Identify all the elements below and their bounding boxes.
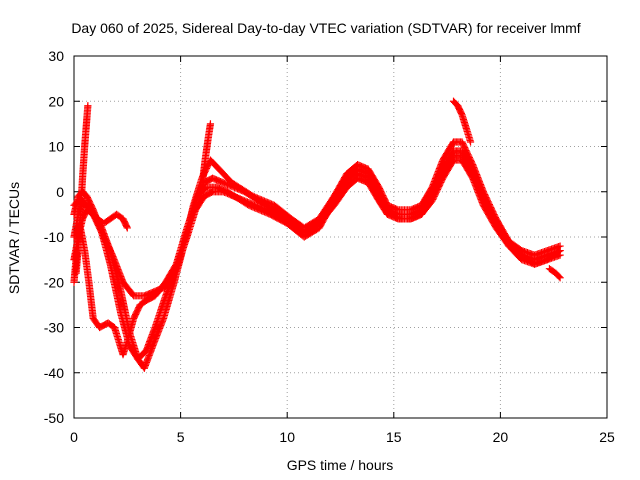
y-tick-label: 30 [48,48,64,64]
data-point [275,215,283,223]
data-point [556,274,564,282]
data-point [555,272,563,281]
data-point [277,216,285,224]
axis-ticks: 0 5 10 15 20 25 -50 -40 -30 -20 -10 0 10 20 30 [44,48,615,445]
x-tick-label: 20 [493,429,509,445]
grid-lines [74,56,607,418]
x-axis-title: GPS time / hours [287,457,394,473]
data-point [130,313,138,321]
data-point [132,310,140,318]
x-tick-label: 0 [70,429,78,445]
y-tick-label: 0 [56,184,64,200]
data-point [135,303,143,312]
series-spike-6h [199,120,215,182]
y-axis-title: SDTVAR / TECUs [6,182,22,294]
data-point [280,218,289,226]
y-tick-label: -30 [44,320,64,336]
x-tick-label: 15 [386,429,402,445]
series-track-4 [70,151,564,359]
data-point [271,213,279,221]
data-point [85,196,93,204]
data-point [269,212,277,220]
data-marks [70,97,564,372]
series-spike-18h [449,97,475,146]
x-tick-label: 25 [599,429,615,445]
data-point [279,217,287,225]
y-tick-label: -10 [44,229,64,245]
data-point [130,314,138,323]
series-track-2 [70,147,564,363]
data-point [84,195,92,203]
data-point [134,305,142,313]
data-point [131,312,139,320]
series-track-3 [70,138,564,372]
series-end-segment [545,265,564,282]
data-point [278,217,286,225]
x-tick-label: 5 [177,429,185,445]
data-point [207,188,215,196]
data-point [393,214,401,222]
y-tick-label: -40 [44,365,64,381]
data-point [171,261,180,270]
y-tick-label: -20 [44,274,64,290]
data-point [270,212,278,221]
data-point [132,309,140,317]
data-point [466,138,475,146]
data-point [133,308,141,316]
series-track-5 [70,197,131,232]
chart-title: Day 060 of 2025, Sidereal Day-to-day VTE… [71,20,580,36]
data-point [266,210,274,218]
series-spike-early [72,102,92,277]
data-point [206,120,215,128]
data-point [133,306,142,314]
data-point [123,224,131,232]
data-point [123,223,131,231]
y-tick-label: -50 [44,410,64,426]
data-point [273,214,281,222]
data-point [274,214,282,223]
x-tick-label: 10 [279,429,295,445]
data-point [555,247,563,256]
plot-frame [73,55,608,419]
data-point [83,192,91,200]
data-point [468,168,476,176]
data-point [83,194,92,202]
data-point [84,102,92,110]
y-tick-label: 10 [48,139,64,155]
data-point [457,109,466,118]
y-tick-label: 20 [48,93,64,109]
data-point [85,198,93,206]
data-point [267,211,276,219]
data-point [556,246,564,255]
